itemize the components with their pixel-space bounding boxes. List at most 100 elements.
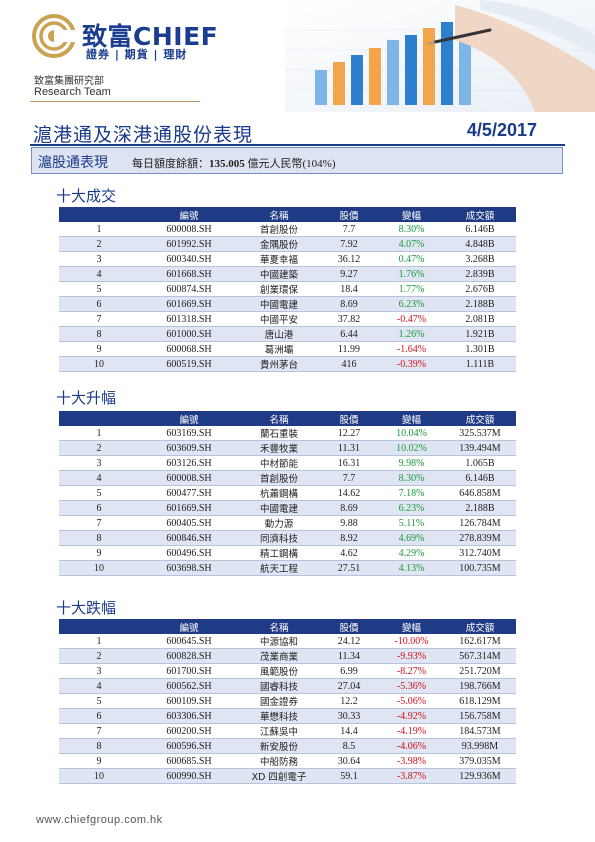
table-row: 4 600562.SH 國睿科技 27.04 -5.36% 198.766M bbox=[59, 678, 516, 694]
code-cell: 603306.SH bbox=[139, 708, 239, 724]
top-gainers-table: 編號 名稱 股價 變幅 成交額 1 603169.SH 蘭石重裝 12.27 10.04% 325.… bbox=[59, 411, 516, 576]
column-header-rank bbox=[59, 619, 139, 634]
code-cell: 600068.SH bbox=[139, 341, 239, 357]
code-cell: 603126.SH bbox=[139, 455, 239, 471]
column-header-rank bbox=[59, 411, 139, 426]
turnover-cell: 156.758M bbox=[444, 708, 516, 724]
top-turnover-table: 編號 名稱 股價 變幅 成交額 1 600008.SH 首創股份 7.7 8.30% 6.146B 2… bbox=[59, 207, 516, 372]
price-cell: 11.31 bbox=[319, 440, 379, 456]
rank-cell: 6 bbox=[59, 296, 139, 312]
price-cell: 7.7 bbox=[319, 470, 379, 486]
code-cell: 601318.SH bbox=[139, 311, 239, 327]
code-cell: 600340.SH bbox=[139, 251, 239, 267]
code-cell: 600645.SH bbox=[139, 634, 239, 649]
rank-cell: 8 bbox=[59, 326, 139, 342]
rank-cell: 1 bbox=[59, 426, 139, 441]
turnover-cell: 198.766M bbox=[444, 678, 516, 694]
table-row: 6 601669.SH 中國電建 8.69 6.23% 2.188B bbox=[59, 296, 516, 312]
rank-cell: 7 bbox=[59, 311, 139, 327]
change-cell: 6.23% bbox=[379, 500, 444, 516]
name-cell: 國金證券 bbox=[239, 693, 319, 709]
table-row: 3 603126.SH 中材節能 16.31 9.98% 1.065B bbox=[59, 455, 516, 471]
section-title-top-gainers: 十大升幅 bbox=[56, 389, 117, 407]
name-cell: 蘭石重裝 bbox=[239, 426, 319, 441]
rank-cell: 8 bbox=[59, 738, 139, 754]
turnover-cell: 1.921B bbox=[444, 326, 516, 342]
turnover-cell: 139.494M bbox=[444, 440, 516, 456]
turnover-cell: 4.848B bbox=[444, 236, 516, 252]
price-cell: 59.1 bbox=[319, 768, 379, 784]
column-header: 名稱 bbox=[239, 411, 319, 426]
table-row: 2 601992.SH 金隅股份 7.92 4.07% 4.848B bbox=[59, 236, 516, 252]
table-row: 7 600200.SH 江蘇吳中 14.4 -4.19% 184.573M bbox=[59, 723, 516, 739]
price-cell: 416 bbox=[319, 356, 379, 372]
price-cell: 12.27 bbox=[319, 426, 379, 441]
price-cell: 6.99 bbox=[319, 663, 379, 679]
rank-cell: 5 bbox=[59, 281, 139, 297]
code-cell: 601700.SH bbox=[139, 663, 239, 679]
table-row: 9 600496.SH 精工鋼構 4.62 4.29% 312.740M bbox=[59, 545, 516, 561]
rank-cell: 10 bbox=[59, 356, 139, 372]
turnover-cell: 1.111B bbox=[444, 356, 516, 372]
table-row: 10 600990.SH XD 四創電子 59.1 -3.87% 129.936M bbox=[59, 768, 516, 784]
change-cell: -5.36% bbox=[379, 678, 444, 694]
price-cell: 27.51 bbox=[319, 560, 379, 576]
turnover-cell: 2.676B bbox=[444, 281, 516, 297]
column-header: 編號 bbox=[139, 411, 239, 426]
page-title: 滬港通及深港通股份表現 bbox=[33, 124, 254, 146]
name-cell: 華懋科技 bbox=[239, 708, 319, 724]
code-cell: 600519.SH bbox=[139, 356, 239, 372]
change-cell: 10.02% bbox=[379, 440, 444, 456]
column-header: 名稱 bbox=[239, 619, 319, 634]
rank-cell: 7 bbox=[59, 723, 139, 739]
code-cell: 601669.SH bbox=[139, 296, 239, 312]
table-row: 7 600405.SH 動力源 9.88 5.11% 126.784M bbox=[59, 515, 516, 531]
change-cell: -3.98% bbox=[379, 753, 444, 769]
turnover-cell: 2.839B bbox=[444, 266, 516, 282]
column-header: 變幅 bbox=[379, 619, 444, 634]
table-row: 1 600645.SH 中源協和 24.12 -10.00% 162.617M bbox=[59, 634, 516, 649]
price-cell: 37.82 bbox=[319, 311, 379, 327]
rank-cell: 9 bbox=[59, 753, 139, 769]
rank-cell: 4 bbox=[59, 678, 139, 694]
section-title-top-losers: 十大跌幅 bbox=[56, 599, 117, 617]
table-row: 5 600109.SH 國金證券 12.2 -5.06% 618.129M bbox=[59, 693, 516, 709]
rank-cell: 10 bbox=[59, 768, 139, 784]
name-cell: 金隅股份 bbox=[239, 236, 319, 252]
column-header: 編號 bbox=[139, 207, 239, 222]
code-cell: 600109.SH bbox=[139, 693, 239, 709]
chief-logo-icon bbox=[32, 14, 76, 58]
code-cell: 601668.SH bbox=[139, 266, 239, 282]
table-row: 8 600596.SH 新安股份 8.5 -4.06% 93.998M bbox=[59, 738, 516, 754]
column-header-rank bbox=[59, 207, 139, 222]
rank-cell: 6 bbox=[59, 708, 139, 724]
name-cell: 創業環保 bbox=[239, 281, 319, 297]
rank-cell: 5 bbox=[59, 693, 139, 709]
price-cell: 9.88 bbox=[319, 515, 379, 531]
change-cell: 10.04% bbox=[379, 426, 444, 441]
name-cell: 中國電建 bbox=[239, 500, 319, 516]
table-row: 1 603169.SH 蘭石重裝 12.27 10.04% 325.537M bbox=[59, 426, 516, 441]
name-cell: 精工鋼構 bbox=[239, 545, 319, 561]
turnover-cell: 2.081B bbox=[444, 311, 516, 327]
turnover-cell: 379.035M bbox=[444, 753, 516, 769]
price-cell: 7.92 bbox=[319, 236, 379, 252]
turnover-cell: 6.146B bbox=[444, 470, 516, 486]
table-row: 7 601318.SH 中國平安 37.82 -0.47% 2.081B bbox=[59, 311, 516, 327]
rank-cell: 3 bbox=[59, 663, 139, 679]
price-cell: 14.62 bbox=[319, 485, 379, 501]
change-cell: -4.06% bbox=[379, 738, 444, 754]
price-cell: 6.44 bbox=[319, 326, 379, 342]
table-row: 2 603609.SH 禾豐牧業 11.31 10.02% 139.494M bbox=[59, 440, 516, 456]
price-cell: 16.31 bbox=[319, 455, 379, 471]
name-cell: 中源協和 bbox=[239, 634, 319, 649]
name-cell: 中國建築 bbox=[239, 266, 319, 282]
price-cell: 8.69 bbox=[319, 296, 379, 312]
name-cell: 國睿科技 bbox=[239, 678, 319, 694]
table-row: 4 600008.SH 首創股份 7.7 8.30% 6.146B bbox=[59, 470, 516, 486]
table-row: 6 601669.SH 中國電建 8.69 6.23% 2.188B bbox=[59, 500, 516, 516]
table-row: 5 600874.SH 創業環保 18.4 1.77% 2.676B bbox=[59, 281, 516, 297]
price-cell: 12.2 bbox=[319, 693, 379, 709]
name-cell: 風範股份 bbox=[239, 663, 319, 679]
rank-cell: 7 bbox=[59, 515, 139, 531]
